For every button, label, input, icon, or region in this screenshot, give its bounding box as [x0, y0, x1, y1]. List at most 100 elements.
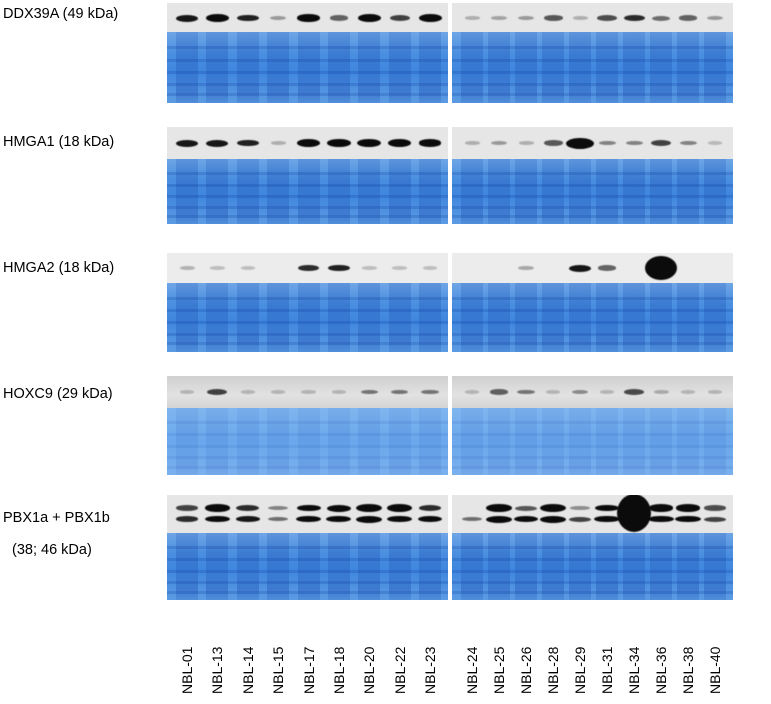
band: [270, 390, 286, 394]
band: [327, 139, 351, 147]
gel-lane: [176, 533, 198, 600]
gel-lane: [176, 408, 198, 475]
band: [329, 15, 349, 21]
band: [418, 505, 442, 511]
band: [651, 140, 671, 146]
gel-lane: [569, 408, 591, 475]
gel-lane: [488, 159, 510, 224]
band: [625, 140, 643, 146]
band: [648, 515, 674, 523]
gel-lane: [236, 408, 259, 475]
gel-lane: [596, 159, 618, 224]
gel-lane: [623, 283, 645, 352]
band: [540, 515, 566, 523]
gel-lane: [297, 159, 320, 224]
band: [357, 139, 382, 147]
band: [653, 390, 669, 394]
band: [680, 390, 696, 394]
gel-lane: [206, 159, 229, 224]
gel-lane: [461, 533, 483, 600]
band: [598, 140, 616, 146]
gel-lane: [267, 408, 290, 475]
gel-lane: [569, 32, 591, 103]
band: [386, 504, 413, 512]
band: [207, 389, 228, 395]
gel-protein-band: [167, 83, 448, 86]
gel-lane: [236, 283, 259, 352]
lane-label: NBL-23: [422, 646, 438, 694]
coomassie-gel-strip: [452, 533, 733, 600]
band: [179, 266, 195, 270]
gel-lane: [677, 408, 699, 475]
gel-lane: [419, 283, 441, 352]
lane-label: NBL-31: [599, 646, 615, 694]
western-blot-strip: [167, 376, 448, 408]
band: [390, 389, 409, 395]
gel-lane: [488, 283, 510, 352]
band: [543, 140, 563, 146]
gel-lane: [704, 408, 726, 475]
gel-protein-band: [167, 570, 448, 573]
row-label-pbx1: PBX1a + PBX1b: [3, 510, 110, 526]
band: [652, 15, 670, 21]
gel-protein-band: [167, 195, 448, 198]
gel-lane: [515, 159, 537, 224]
gel-protein-band: [452, 215, 733, 218]
gel-protein-band: [167, 421, 448, 424]
gel-lane: [542, 159, 564, 224]
gel-protein-band: [452, 59, 733, 62]
gel-protein-band: [452, 93, 733, 96]
gel-protein-band: [452, 46, 733, 49]
gel-lane: [297, 533, 320, 600]
gel-lane: [650, 408, 672, 475]
gel-lane: [358, 283, 381, 352]
band: [513, 515, 539, 523]
band: [301, 390, 316, 394]
lane-label: NBL-24: [464, 646, 480, 694]
band: [240, 390, 255, 394]
gel-lane: [461, 32, 483, 103]
gel-lane: [677, 32, 699, 103]
row-label-pbx1-sizes: (38; 46 kDa): [12, 542, 92, 558]
band: [240, 266, 255, 270]
gel-lane: [461, 283, 483, 352]
band: [491, 141, 507, 145]
band: [326, 504, 352, 512]
gel-protein-band: [167, 591, 448, 594]
gel-lane: [569, 283, 591, 352]
band: [597, 265, 617, 271]
panel-hmga2-left: [167, 253, 448, 352]
gel-lane: [388, 408, 411, 475]
band: [594, 515, 620, 523]
gel-protein-band: [452, 321, 733, 324]
gel-lane: [677, 283, 699, 352]
band: [360, 389, 378, 395]
gel-lane: [327, 408, 350, 475]
gel-lane: [388, 533, 411, 600]
band: [679, 140, 697, 146]
gel-lane: [650, 32, 672, 103]
western-blot-strip: [452, 495, 733, 533]
band: [624, 389, 644, 395]
gel-protein-band: [452, 421, 733, 424]
band: [387, 139, 412, 147]
gel-lane: [542, 408, 564, 475]
gel-protein-band: [452, 309, 733, 312]
gel-protein-band: [167, 546, 448, 549]
band: [386, 515, 413, 523]
gel-lane: [206, 408, 229, 475]
gel-protein-band: [452, 466, 733, 469]
band: [678, 15, 698, 21]
western-blot-strip: [167, 253, 448, 283]
lane-label: NBL-29: [572, 646, 588, 694]
band: [572, 16, 588, 20]
western-blot-strip: [452, 253, 733, 283]
coomassie-gel-strip: [452, 32, 733, 103]
gel-lane: [297, 283, 320, 352]
row-label-ddx39a: DDX39A (49 kDa): [3, 6, 119, 22]
band: [297, 14, 320, 22]
gel-lane: [388, 159, 411, 224]
gel-protein-band: [167, 59, 448, 62]
gel-lane: [515, 32, 537, 103]
gel-lane: [206, 32, 229, 103]
